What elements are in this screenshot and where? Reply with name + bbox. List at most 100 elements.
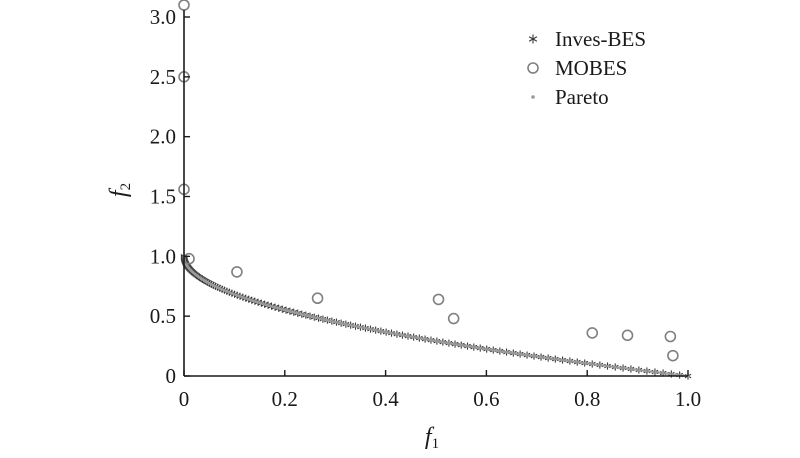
pareto-point bbox=[600, 363, 603, 367]
pareto-point bbox=[581, 361, 585, 365]
pareto-point bbox=[616, 366, 619, 369]
pareto-point bbox=[485, 347, 489, 351]
series-mobes bbox=[178, 0, 679, 362]
pareto-point bbox=[483, 347, 487, 351]
pareto-point bbox=[618, 366, 622, 369]
pareto-point bbox=[521, 353, 525, 356]
pareto-point bbox=[669, 372, 672, 376]
pareto-point bbox=[511, 351, 514, 355]
pareto-point bbox=[546, 356, 550, 360]
pareto-point bbox=[477, 346, 481, 350]
mobes-point bbox=[432, 293, 445, 306]
x-tick-label: 1.0 bbox=[675, 387, 701, 411]
pareto-point bbox=[579, 361, 583, 364]
legend-asterisk bbox=[528, 34, 538, 44]
legend-circle bbox=[527, 62, 539, 74]
pareto-point bbox=[628, 367, 631, 371]
pareto-point bbox=[481, 347, 485, 350]
pareto-point bbox=[515, 352, 519, 355]
pareto-point bbox=[536, 355, 539, 358]
pareto-point bbox=[557, 358, 561, 361]
pareto-point bbox=[525, 353, 529, 357]
pareto-point bbox=[527, 354, 531, 357]
pareto-point bbox=[509, 351, 512, 354]
pareto-point bbox=[588, 362, 592, 366]
pareto-point bbox=[495, 349, 498, 352]
pareto-point bbox=[654, 370, 658, 374]
legend-dot bbox=[531, 95, 535, 99]
pareto-point bbox=[570, 360, 574, 363]
y-tick-label: 1.0 bbox=[150, 244, 176, 268]
pareto-point bbox=[487, 348, 490, 351]
pareto-point bbox=[586, 362, 590, 365]
x-tick-label: 0.2 bbox=[272, 387, 298, 411]
series-inves-bes bbox=[180, 252, 692, 380]
pareto-point bbox=[534, 354, 537, 358]
pareto-point bbox=[674, 373, 677, 376]
pareto-point bbox=[595, 363, 599, 366]
pareto-point bbox=[551, 357, 554, 360]
mobes-point bbox=[231, 266, 243, 278]
y-axis-label: f2 bbox=[106, 183, 134, 197]
y-tick-label: 0.5 bbox=[150, 304, 176, 328]
x-tick-label: 0.8 bbox=[574, 387, 600, 411]
mobes-point bbox=[178, 0, 190, 11]
pareto-point bbox=[659, 371, 662, 375]
pareto-point bbox=[507, 351, 510, 354]
y-tick-label: 2.5 bbox=[150, 65, 176, 89]
pareto-point bbox=[572, 360, 576, 363]
pareto-point bbox=[553, 357, 556, 361]
series-pareto bbox=[182, 255, 690, 378]
mobes-point bbox=[311, 292, 324, 305]
pareto-point bbox=[559, 358, 563, 362]
legend: Inves-BES MOBES Pareto bbox=[527, 27, 646, 109]
y-tick-label: 2.0 bbox=[150, 125, 176, 149]
x-axis-label-sub: 1 bbox=[432, 436, 440, 452]
pareto-point bbox=[513, 351, 516, 355]
y-tick-label: 0 bbox=[166, 364, 177, 388]
plot-area bbox=[178, 0, 692, 380]
pareto-point bbox=[475, 346, 479, 349]
pareto-point bbox=[505, 350, 508, 354]
pareto-point bbox=[642, 369, 645, 372]
pareto-point bbox=[671, 372, 675, 376]
mobes-point bbox=[664, 330, 677, 343]
pareto-point bbox=[613, 365, 617, 369]
pareto-point bbox=[568, 359, 572, 363]
legend-item-inves-bes: Inves-BES bbox=[528, 27, 646, 51]
legend-label-mobes: MOBES bbox=[555, 56, 627, 80]
y-tick-label: 3.0 bbox=[150, 5, 176, 29]
pareto-point bbox=[590, 362, 594, 366]
pareto-point bbox=[635, 368, 638, 372]
pareto-point bbox=[606, 364, 610, 368]
pareto-point bbox=[473, 345, 477, 349]
pareto-point bbox=[491, 348, 494, 352]
pareto-point bbox=[489, 348, 492, 351]
x-axis-label-main: f bbox=[425, 424, 435, 450]
pareto-point bbox=[548, 357, 552, 360]
legend-item-mobes: MOBES bbox=[527, 56, 627, 80]
y-ticks: 0 0.5 1.0 1.5 2.0 2.5 3.0 bbox=[150, 5, 190, 388]
mobes-point bbox=[447, 312, 460, 325]
pareto-point bbox=[529, 354, 533, 357]
mobes-point bbox=[621, 329, 634, 342]
x-axis-label: f1 bbox=[425, 424, 439, 452]
legend-label-pareto: Pareto bbox=[555, 85, 609, 109]
pareto-point bbox=[666, 372, 670, 375]
pareto-point bbox=[538, 355, 541, 359]
pareto-point bbox=[630, 367, 634, 371]
pareto-point bbox=[649, 370, 653, 373]
pareto-point bbox=[644, 369, 648, 373]
x-ticks: 0 0.2 0.4 0.6 0.8 1.0 bbox=[179, 370, 701, 411]
pareto-point bbox=[469, 345, 473, 348]
pareto-point bbox=[542, 356, 546, 359]
pareto-point bbox=[577, 360, 581, 364]
legend-label-inves-bes: Inves-BES bbox=[555, 27, 646, 51]
legend-item-pareto: Pareto bbox=[531, 85, 609, 109]
y-tick-label: 1.5 bbox=[150, 185, 176, 209]
y-axis-label-main: f bbox=[106, 187, 132, 197]
pareto-point bbox=[602, 364, 605, 367]
pareto-point bbox=[604, 364, 608, 368]
legend-marker-mobes bbox=[527, 62, 539, 74]
pareto-point bbox=[639, 369, 643, 372]
